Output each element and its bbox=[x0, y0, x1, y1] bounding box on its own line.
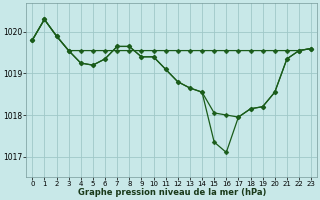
X-axis label: Graphe pression niveau de la mer (hPa): Graphe pression niveau de la mer (hPa) bbox=[77, 188, 266, 197]
